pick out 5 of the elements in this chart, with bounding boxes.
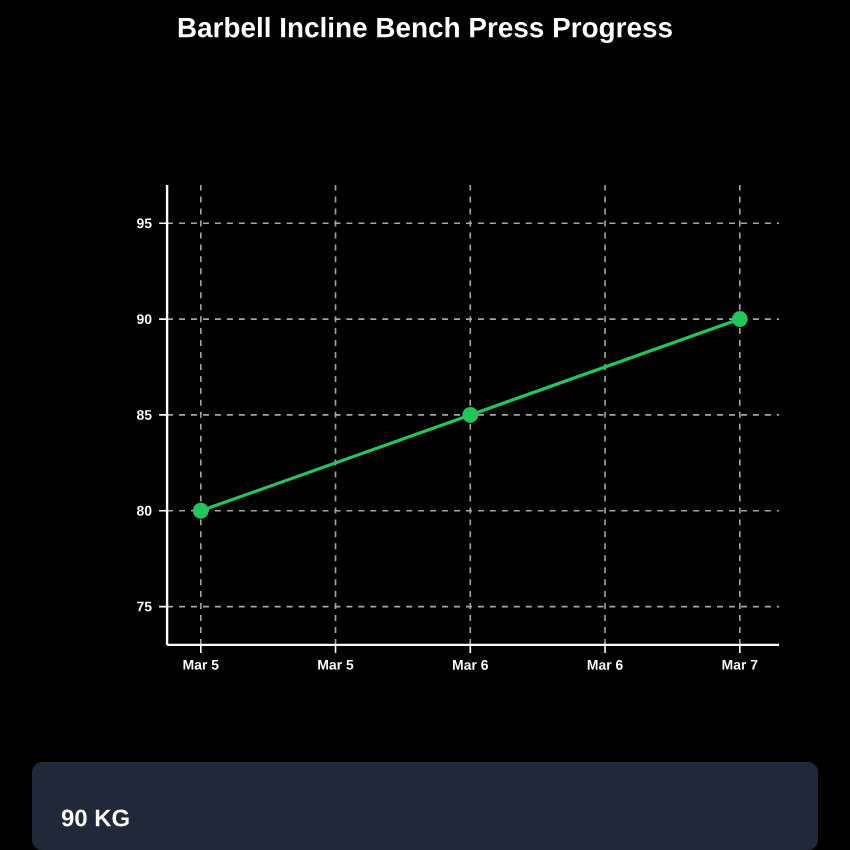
chart-title: Barbell Incline Bench Press Progress bbox=[178, 16, 672, 44]
point bbox=[462, 406, 479, 423]
point bbox=[731, 311, 748, 328]
point bbox=[192, 502, 209, 519]
text: 90 KG bbox=[61, 809, 129, 827]
